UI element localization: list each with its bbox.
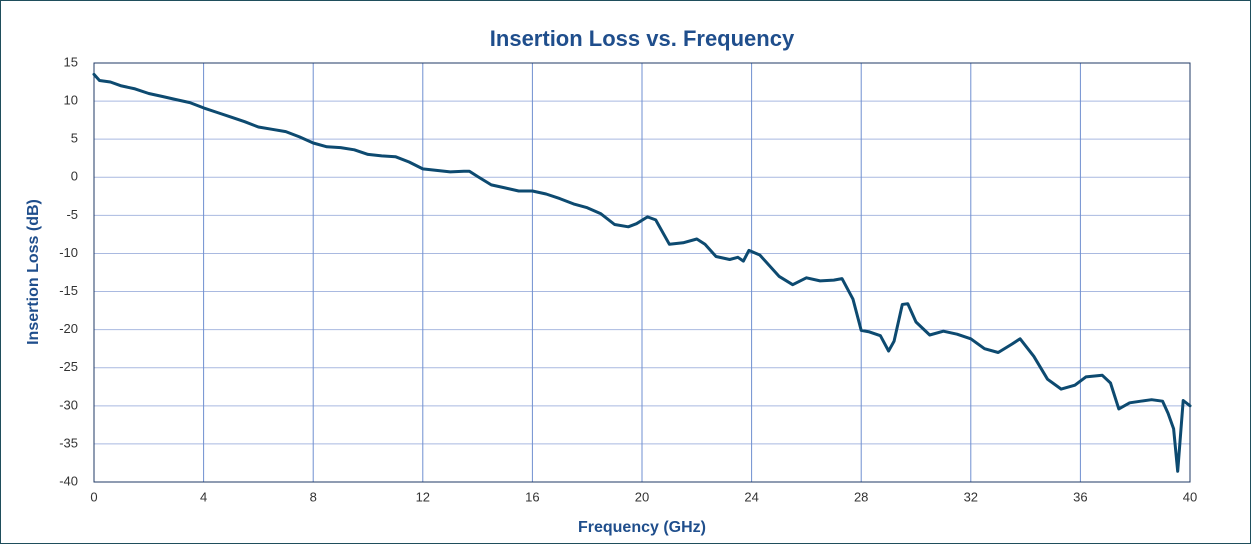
x-tick-label: 12 bbox=[416, 489, 430, 504]
x-tick-label: 0 bbox=[90, 489, 97, 504]
x-tick-label: 20 bbox=[635, 489, 649, 504]
plot-border bbox=[93, 62, 1191, 483]
x-tick-label: 8 bbox=[310, 489, 317, 504]
y-tick-label: -5 bbox=[66, 207, 78, 222]
y-tick-label: 10 bbox=[64, 93, 78, 108]
y-axis-label: Insertion Loss (dB) bbox=[25, 199, 42, 345]
y-tick-label: -30 bbox=[59, 397, 78, 412]
y-tick-label: 5 bbox=[71, 131, 78, 146]
chart-title: Insertion Loss vs. Frequency bbox=[490, 26, 795, 51]
line-series bbox=[92, 72, 1192, 473]
y-tick-label: -25 bbox=[59, 359, 78, 374]
x-tick-label: 4 bbox=[200, 489, 207, 504]
y-tick-label: -10 bbox=[59, 245, 78, 260]
y-tick-label: -15 bbox=[59, 283, 78, 298]
x-tick-label: 36 bbox=[1073, 489, 1087, 504]
y-tick-label: 0 bbox=[71, 169, 78, 184]
y-tick-label: 15 bbox=[64, 54, 78, 69]
x-tick-label: 32 bbox=[964, 489, 978, 504]
x-tick-label: 16 bbox=[525, 489, 539, 504]
x-tick-label: 40 bbox=[1183, 489, 1197, 504]
x-axis-label: Frequency (GHz) bbox=[578, 519, 706, 536]
y-tick-label: -20 bbox=[59, 321, 78, 336]
y-tick-label: -35 bbox=[59, 435, 78, 450]
x-tick-label: 24 bbox=[744, 489, 758, 504]
x-tick-label: 28 bbox=[854, 489, 868, 504]
y-tick-label: -40 bbox=[59, 473, 78, 488]
